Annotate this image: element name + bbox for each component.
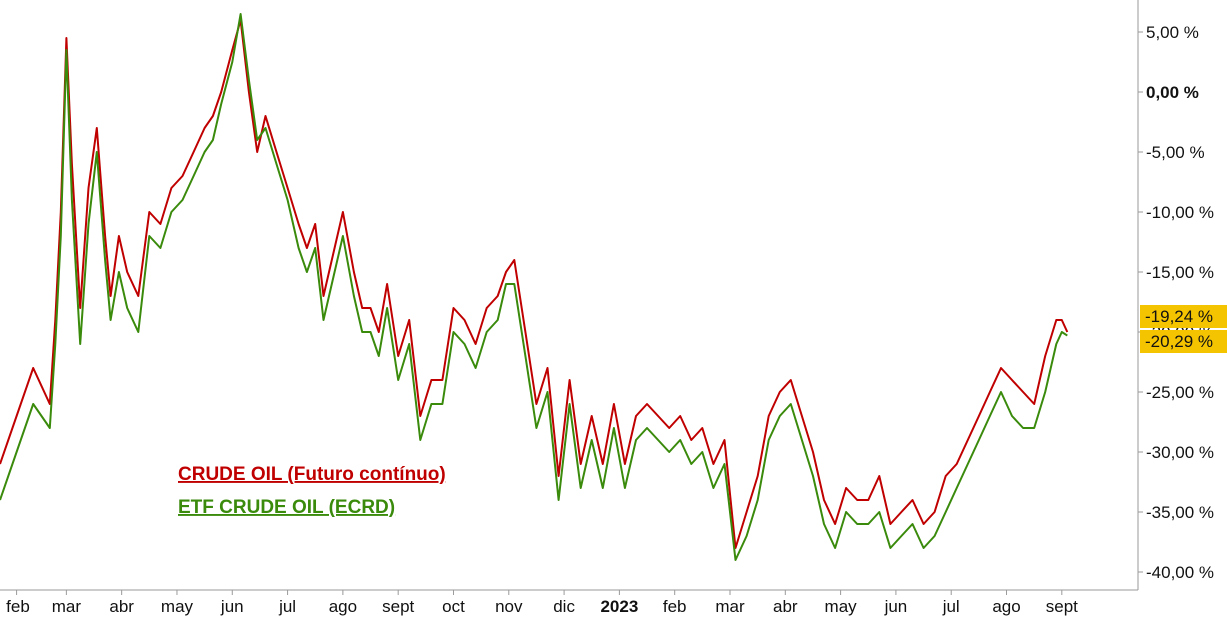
legend-series-2: ETF CRUDE OIL (ECRD)	[178, 497, 395, 518]
x-tick-label: mar	[715, 597, 745, 616]
y-axis-ticks: 5,00 %0,00 %-5,00 %-10,00 %-15,00 %-20,0…	[1138, 23, 1214, 582]
x-tick-label: jun	[884, 597, 908, 616]
x-tick-label: jul	[942, 597, 960, 616]
y-tick-label: -35,00 %	[1146, 503, 1214, 522]
last-value-badge-2	[1140, 330, 1227, 353]
legend: CRUDE OIL (Futuro contínuo) ETF CRUDE OI…	[178, 464, 446, 518]
last-value-label-1: -19,24 %	[1145, 307, 1213, 326]
y-tick-label: -40,00 %	[1146, 563, 1214, 582]
x-tick-label: may	[161, 597, 194, 616]
y-tick-label: 5,00 %	[1146, 23, 1199, 42]
x-tick-label: sept	[1046, 597, 1078, 616]
last-value-badges: -19,24 % -20,29 %	[1140, 305, 1227, 353]
last-value-label-2: -20,29 %	[1145, 332, 1213, 351]
x-tick-label: feb	[663, 597, 687, 616]
x-axis-ticks: feb mar abr may jun jul ago sept oct nov dic 2023 fe…	[6, 590, 1078, 616]
x-tick-label: ago	[992, 597, 1020, 616]
x-tick-label: dic	[553, 597, 575, 616]
x-tick-label: may	[825, 597, 858, 616]
series-line-2	[0, 13, 1068, 561]
x-tick-label: abr	[773, 597, 798, 616]
y-tick-label: -5,00 %	[1146, 143, 1205, 162]
series-line-1	[0, 19, 1069, 549]
x-tick-label: mar	[52, 597, 82, 616]
x-tick-label: feb	[6, 597, 30, 616]
x-tick-label: ago	[329, 597, 357, 616]
x-tick-label: sept	[382, 597, 414, 616]
y-tick-label: 0,00 %	[1146, 83, 1199, 102]
x-tick-label: nov	[495, 597, 523, 616]
y-tick-label: -25,00 %	[1146, 383, 1214, 402]
x-tick-label: oct	[442, 597, 465, 616]
x-tick-label: abr	[109, 597, 134, 616]
legend-series-1: CRUDE OIL (Futuro contínuo)	[178, 464, 446, 485]
x-tick-label: 2023	[600, 597, 638, 616]
series-layer	[0, 13, 1069, 561]
y-tick-label: -15,00 %	[1146, 263, 1214, 282]
last-value-badge-1	[1140, 305, 1227, 328]
x-tick-label: jul	[278, 597, 296, 616]
x-tick-label: jun	[220, 597, 244, 616]
y-tick-label: -30,00 %	[1146, 443, 1214, 462]
y-tick-label: -10,00 %	[1146, 203, 1214, 222]
